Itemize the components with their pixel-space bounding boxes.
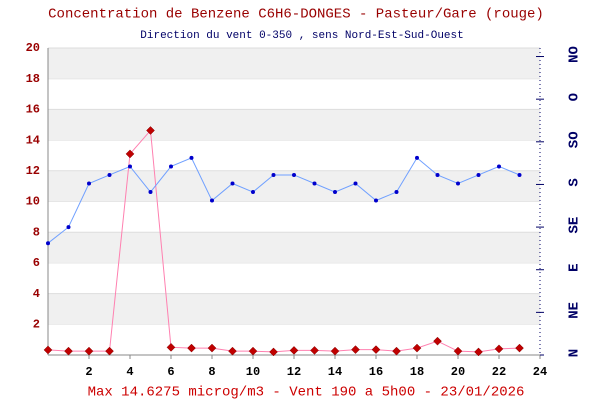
point-marker bbox=[66, 225, 71, 230]
point-marker bbox=[148, 190, 153, 195]
y-tick-label: 2 bbox=[33, 317, 40, 331]
grid-band bbox=[48, 232, 540, 263]
point-marker bbox=[353, 181, 358, 186]
grid-band bbox=[48, 293, 540, 325]
point-marker bbox=[412, 343, 422, 353]
point-marker bbox=[230, 181, 235, 186]
point-marker bbox=[333, 190, 337, 195]
x-tick-label: 20 bbox=[451, 365, 465, 379]
y2-tick-label: N bbox=[567, 349, 583, 357]
point-marker bbox=[84, 346, 94, 356]
point-marker bbox=[146, 126, 155, 135]
point-marker bbox=[371, 345, 381, 354]
point-marker bbox=[312, 181, 317, 186]
point-marker bbox=[125, 149, 135, 159]
y2-tick-label: NE bbox=[567, 302, 583, 319]
x-tick-label: 4 bbox=[126, 365, 133, 379]
point-marker bbox=[248, 346, 258, 356]
chart-subtitle: Direction du vent 0-350 , sens Nord-Est-… bbox=[140, 30, 463, 42]
y-tick-label: 4 bbox=[33, 287, 40, 301]
point-marker bbox=[207, 343, 217, 353]
point-marker bbox=[415, 155, 419, 160]
grid-band bbox=[48, 109, 540, 141]
grid-band bbox=[48, 48, 540, 79]
point-marker bbox=[476, 172, 481, 177]
x-tick-label: 14 bbox=[328, 365, 342, 379]
y2-tick-label: SO bbox=[567, 131, 583, 148]
y2-tick-label: SE bbox=[567, 217, 583, 234]
point-marker bbox=[46, 241, 50, 246]
x-tick-label: 6 bbox=[167, 365, 174, 379]
series-line bbox=[47, 157, 520, 244]
point-marker bbox=[210, 198, 214, 203]
point-marker bbox=[330, 346, 340, 356]
point-marker bbox=[456, 181, 460, 186]
y-tick-label: 12 bbox=[26, 164, 40, 178]
y2-tick-label: O bbox=[567, 93, 583, 101]
point-marker bbox=[292, 172, 296, 177]
x-tick-label: 2 bbox=[85, 365, 92, 379]
x-tick-label: 10 bbox=[246, 365, 260, 379]
point-marker bbox=[105, 346, 114, 356]
x-tick-label: 22 bbox=[492, 365, 506, 379]
point-marker bbox=[269, 347, 278, 357]
y-tick-label: 18 bbox=[26, 72, 40, 86]
point-marker bbox=[169, 164, 173, 169]
x-tick-label: 18 bbox=[410, 365, 424, 379]
point-marker bbox=[494, 344, 504, 354]
point-marker bbox=[128, 164, 132, 169]
x-tick-label: 12 bbox=[287, 365, 301, 379]
point-marker bbox=[107, 172, 112, 177]
point-marker bbox=[166, 342, 176, 352]
point-marker bbox=[271, 172, 276, 177]
point-marker bbox=[351, 345, 360, 354]
point-marker bbox=[394, 190, 399, 195]
point-marker bbox=[433, 336, 442, 346]
chart-footer: Max 14.6275 microg/m3 - Vent 190 a 5h00 … bbox=[88, 385, 525, 400]
x-tick-label: 8 bbox=[208, 365, 215, 379]
y-tick-label: 16 bbox=[26, 103, 40, 117]
point-marker bbox=[289, 346, 299, 355]
point-marker bbox=[87, 181, 91, 186]
point-marker bbox=[310, 346, 319, 355]
x-tick-label: 16 bbox=[369, 365, 383, 379]
chart-title: Concentration de Benzene C6H6-DONGES - P… bbox=[48, 7, 544, 23]
point-marker bbox=[43, 345, 53, 355]
point-marker bbox=[474, 347, 483, 357]
y2-tick-label: NO bbox=[567, 46, 583, 63]
y2-tick-label: E bbox=[567, 264, 583, 272]
point-marker bbox=[435, 172, 440, 177]
y-tick-label: 20 bbox=[26, 41, 40, 55]
point-marker bbox=[187, 343, 196, 353]
point-marker bbox=[497, 164, 501, 169]
point-marker bbox=[189, 155, 194, 160]
point-marker bbox=[64, 346, 73, 356]
y-tick-label: 10 bbox=[26, 195, 40, 209]
point-marker bbox=[517, 172, 522, 177]
point-marker bbox=[392, 346, 401, 356]
x-tick-label: 24 bbox=[533, 365, 547, 379]
point-marker bbox=[374, 198, 378, 203]
series-line bbox=[47, 129, 520, 353]
y-tick-label: 6 bbox=[33, 256, 40, 270]
y-tick-label: 8 bbox=[33, 225, 40, 239]
point-marker bbox=[515, 343, 524, 353]
point-marker bbox=[453, 346, 463, 356]
point-marker bbox=[251, 190, 255, 195]
y-tick-label: 14 bbox=[26, 133, 40, 147]
y2-tick-label: S bbox=[567, 178, 583, 186]
point-marker bbox=[228, 346, 237, 356]
